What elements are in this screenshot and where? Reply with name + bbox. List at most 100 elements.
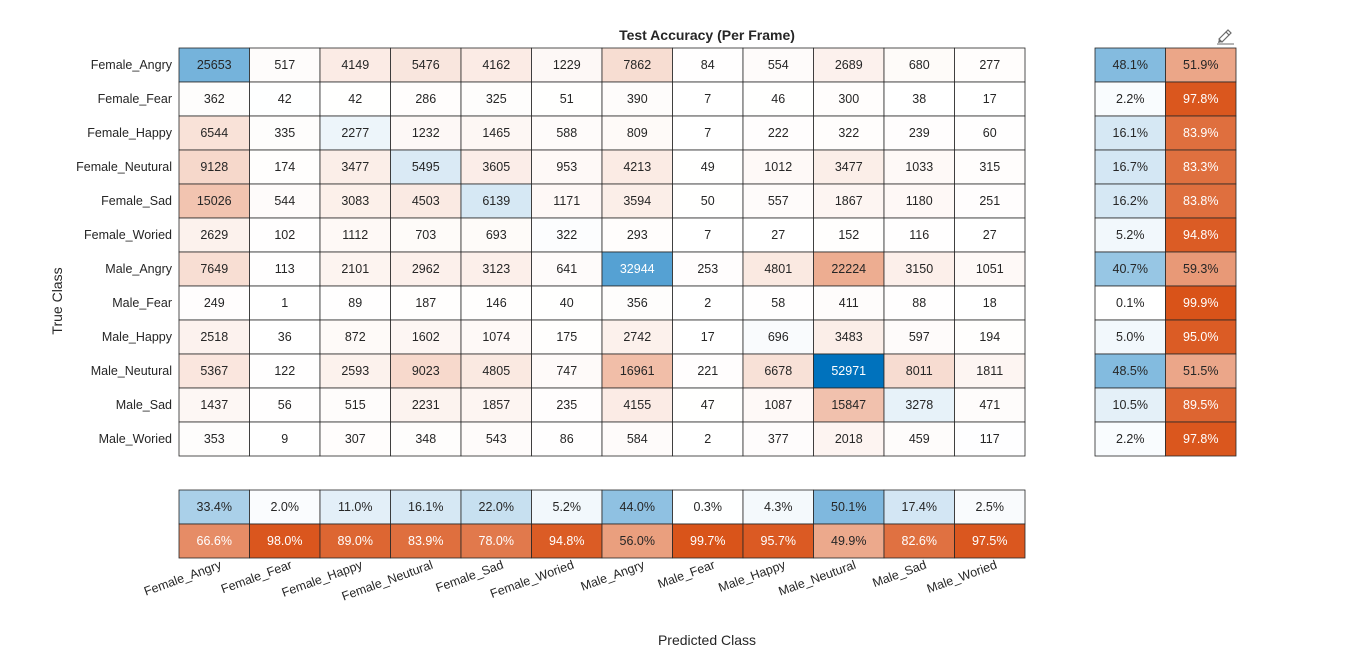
matrix-cell (178, 421, 250, 457)
matrix-cell (249, 251, 321, 287)
matrix-cell-value: 1602 (412, 330, 440, 344)
matrix-cell-value: 353 (204, 432, 225, 446)
matrix-cell (883, 285, 955, 321)
row-summary-incorrect-cell (1165, 353, 1237, 389)
matrix-cell-value: 557 (768, 194, 789, 208)
row-summary-correct-value: 2.2% (1116, 432, 1145, 446)
row-summary-incorrect-cell (1165, 217, 1237, 253)
matrix-cell-value: 1 (281, 296, 288, 310)
matrix-cell-value: 2593 (341, 364, 369, 378)
row-summary-correct-cell (1094, 285, 1166, 321)
matrix-cell-value: 471 (979, 398, 1000, 412)
column-summary-incorrect-cell (813, 523, 885, 559)
matrix-cell (601, 217, 673, 253)
matrix-cell (742, 251, 814, 287)
matrix-cell (813, 115, 885, 151)
matrix-cell-value: 102 (274, 228, 295, 242)
matrix-cell (672, 183, 744, 219)
matrix-cell (531, 47, 603, 83)
confusion-matrix: 25653 517 4149 5476 4162 1229 7862 84 554 2689 680… (178, 47, 1026, 457)
true-class-label: Male_Happy (102, 330, 173, 344)
matrix-cell (601, 81, 673, 117)
column-summary-incorrect-value: 78.0% (479, 534, 514, 548)
matrix-cell-value: 4155 (623, 398, 651, 412)
matrix-cell (883, 421, 955, 457)
matrix-cell-value: 693 (486, 228, 507, 242)
matrix-cell-value: 46 (771, 92, 785, 106)
matrix-cell (672, 353, 744, 389)
true-class-label: Female_Happy (87, 126, 173, 140)
matrix-cell (319, 251, 391, 287)
column-summary-incorrect-value: 56.0% (620, 534, 655, 548)
predicted-class-label: Male_Neutural (777, 558, 858, 599)
row-summary-correct-cell (1094, 47, 1166, 83)
brush-icon[interactable] (1217, 29, 1234, 45)
matrix-cell-value: 40 (560, 296, 574, 310)
matrix-cell (742, 115, 814, 151)
matrix-cell (178, 149, 250, 185)
column-summary-incorrect-cell (531, 523, 603, 559)
matrix-cell-value: 554 (768, 58, 789, 72)
matrix-cell (178, 353, 250, 389)
matrix-cell-value: 7 (704, 126, 711, 140)
matrix-cell-value: 747 (556, 364, 577, 378)
matrix-cell-value: 38 (912, 92, 926, 106)
predicted-class-label: Female_Angry (142, 557, 224, 598)
matrix-cell (249, 421, 321, 457)
matrix-cell (319, 421, 391, 457)
matrix-cell-value: 49 (701, 160, 715, 174)
row-summary-incorrect-value: 59.3% (1183, 262, 1218, 276)
matrix-cell-value: 17 (701, 330, 715, 344)
matrix-cell-value: 2689 (835, 58, 863, 72)
matrix-cell-value: 3150 (905, 262, 933, 276)
column-summary-incorrect-value: 99.7% (690, 534, 725, 548)
matrix-cell (954, 149, 1026, 185)
matrix-cell-value: 50 (701, 194, 715, 208)
row-summary-correct-value: 40.7% (1113, 262, 1148, 276)
matrix-cell (178, 285, 250, 321)
matrix-cell-value: 47 (701, 398, 715, 412)
column-summary-incorrect-cell (390, 523, 462, 559)
column-summary-correct-cell (742, 489, 814, 525)
matrix-cell-value: 4149 (341, 58, 369, 72)
matrix-cell-value: 5367 (200, 364, 228, 378)
row-summary-correct-cell (1094, 421, 1166, 457)
column-summary-incorrect-cell (178, 523, 250, 559)
matrix-cell-value: 17 (983, 92, 997, 106)
matrix-cell-value: 377 (768, 432, 789, 446)
row-summary-incorrect-cell (1165, 319, 1237, 355)
matrix-cell-value: 325 (486, 92, 507, 106)
column-summary-incorrect-value: 49.9% (831, 534, 866, 548)
column-summary-correct-cell (531, 489, 603, 525)
matrix-cell (390, 183, 462, 219)
matrix-cell-value: 222 (768, 126, 789, 140)
row-summary-correct-cell (1094, 251, 1166, 287)
matrix-cell (601, 387, 673, 423)
matrix-cell-value: 809 (627, 126, 648, 140)
row-summary-incorrect-cell (1165, 81, 1237, 117)
matrix-cell (742, 217, 814, 253)
matrix-cell-value: 86 (560, 432, 574, 446)
matrix-cell-value: 543 (486, 432, 507, 446)
matrix-cell-value: 152 (838, 228, 859, 242)
predicted-class-labels: Female_AngryFemale_FearFemale_HappyFemal… (142, 557, 999, 603)
matrix-cell (672, 217, 744, 253)
matrix-cell (672, 251, 744, 287)
matrix-cell (390, 387, 462, 423)
matrix-cell-value: 122 (274, 364, 295, 378)
matrix-cell-value: 4503 (412, 194, 440, 208)
matrix-cell-value: 1087 (764, 398, 792, 412)
matrix-cell-value: 6544 (200, 126, 228, 140)
matrix-cell-value: 1465 (482, 126, 510, 140)
row-summary-incorrect-cell (1165, 47, 1237, 83)
matrix-cell-value: 3477 (835, 160, 863, 174)
matrix-cell (601, 115, 673, 151)
matrix-cell-value: 239 (909, 126, 930, 140)
matrix-cell-value: 60 (983, 126, 997, 140)
predicted-class-label: Male_Sad (871, 558, 929, 590)
matrix-cell-value: 953 (556, 160, 577, 174)
column-summary-correct-value: 0.3% (694, 500, 723, 514)
matrix-cell (390, 251, 462, 287)
matrix-cell (742, 353, 814, 389)
matrix-cell (672, 115, 744, 151)
